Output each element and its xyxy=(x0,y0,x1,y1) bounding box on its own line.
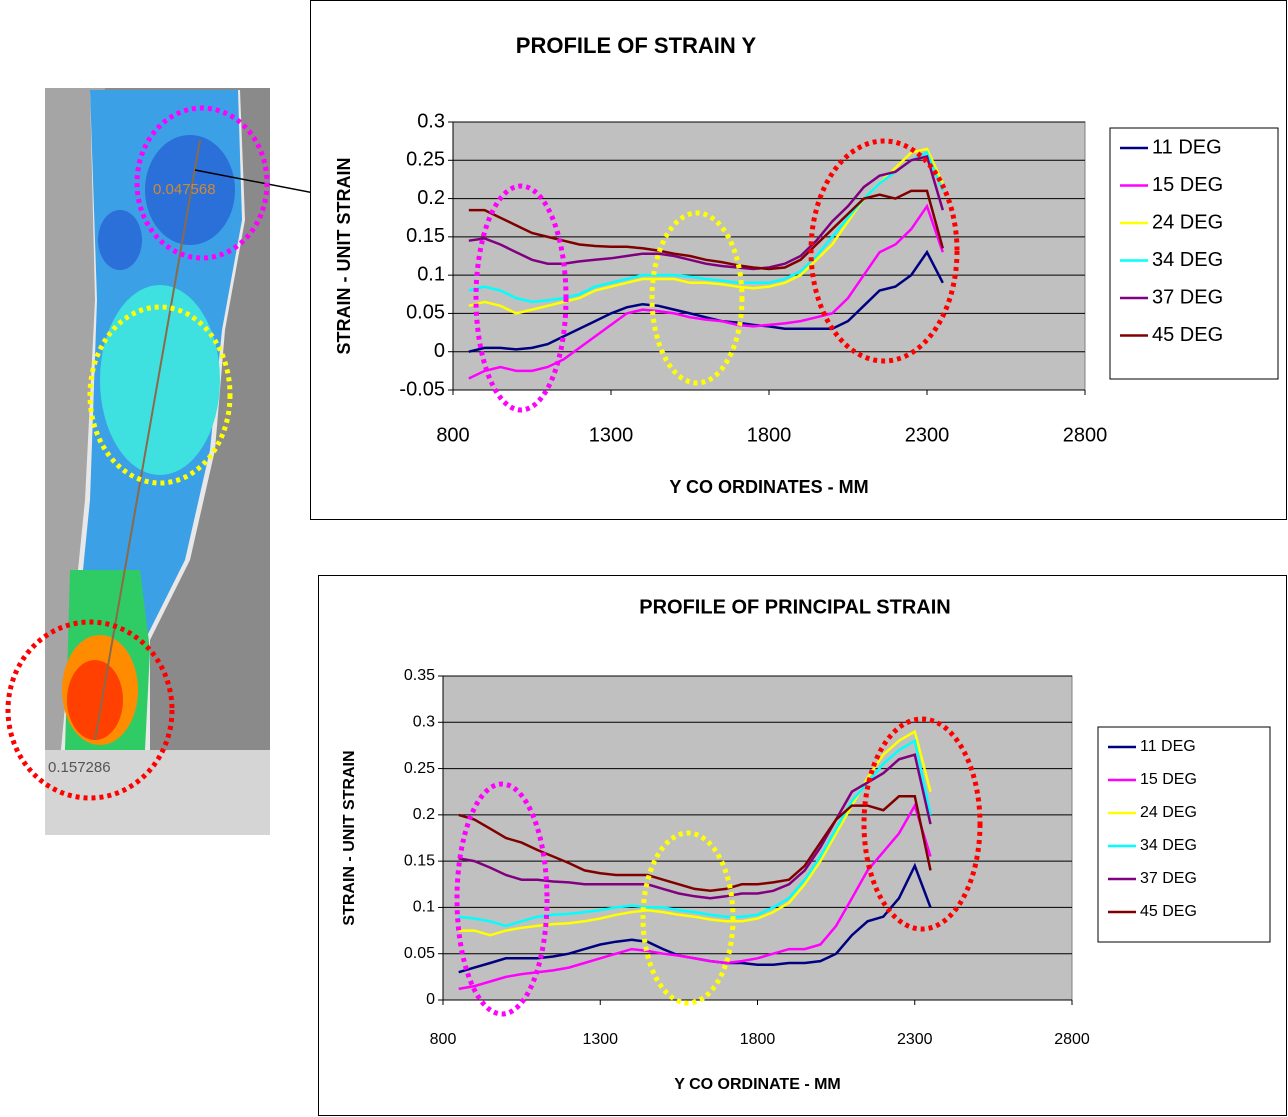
y-tick-label: 0.15 xyxy=(406,225,445,247)
x-axis-label: Y CO ORDINATES - MM xyxy=(669,477,868,497)
legend-label: 15 DEG xyxy=(1140,771,1197,788)
legend-label: 11 DEG xyxy=(1140,738,1196,755)
x-tick-label: 1800 xyxy=(747,424,792,446)
figure: 0.047568 0.157286 PROFILE OF STRAIN Y -0.… xyxy=(0,0,1288,1117)
y-tick-label: 0.2 xyxy=(413,806,435,823)
x-tick-label: 800 xyxy=(430,1031,457,1048)
image-label: 0.157286 xyxy=(48,759,111,776)
plot-area xyxy=(453,122,1085,390)
y-tick-label: 0.1 xyxy=(413,899,435,916)
legend-label: 37 DEG xyxy=(1140,870,1197,887)
chart-title: PROFILE OF STRAIN Y xyxy=(516,33,757,58)
x-tick-label: 800 xyxy=(436,424,469,446)
legend-label: 34 DEG xyxy=(1152,249,1223,271)
y-tick-label: 0.05 xyxy=(406,302,445,324)
image-label: 0.047568 xyxy=(153,181,216,198)
y-axis-label: STRAIN - UNIT STRAIN xyxy=(341,750,358,925)
plot-area xyxy=(443,676,1072,1000)
y-tick-label: 0 xyxy=(426,991,435,1008)
legend-label: 15 DEG xyxy=(1152,174,1223,196)
legend-label: 24 DEG xyxy=(1140,804,1197,821)
y-tick-label: -0.05 xyxy=(399,378,445,400)
x-tick-label: 2300 xyxy=(897,1031,933,1048)
legend-label: 45 DEG xyxy=(1152,324,1223,346)
legend-label: 24 DEG xyxy=(1152,211,1223,233)
legend-label: 11 DEG xyxy=(1152,136,1222,158)
y-tick-label: 0.2 xyxy=(417,187,445,209)
legend-label: 34 DEG xyxy=(1140,837,1197,854)
x-tick-label: 2800 xyxy=(1054,1031,1090,1048)
y-tick-label: 0.3 xyxy=(413,714,435,731)
x-tick-label: 1800 xyxy=(740,1031,776,1048)
y-tick-label: 0.3 xyxy=(417,110,445,132)
y-tick-label: 0.35 xyxy=(404,667,435,684)
chart-title: PROFILE OF PRINCIPAL STRAIN xyxy=(639,596,951,618)
y-tick-label: 0.1 xyxy=(417,263,445,285)
legend-label: 45 DEG xyxy=(1140,903,1197,920)
legend-label: 37 DEG xyxy=(1152,286,1223,308)
x-axis-label: Y CO ORDINATE - MM xyxy=(674,1076,841,1093)
x-tick-label: 2800 xyxy=(1063,424,1108,446)
y-tick-label: 0 xyxy=(434,340,445,362)
x-tick-label: 2300 xyxy=(905,424,950,446)
x-tick-label: 1300 xyxy=(582,1031,618,1048)
y-tick-label: 0.05 xyxy=(404,945,435,962)
x-tick-label: 1300 xyxy=(589,424,634,446)
y-axis-label: STRAIN - UNIT STRAIN xyxy=(334,158,354,355)
y-tick-label: 0.25 xyxy=(406,149,445,171)
y-tick-label: 0.15 xyxy=(404,852,435,869)
y-tick-label: 0.25 xyxy=(404,760,435,777)
